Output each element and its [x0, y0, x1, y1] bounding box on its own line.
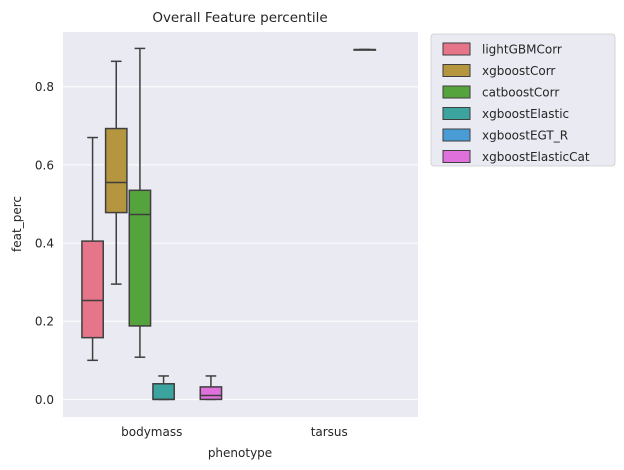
legend-label: catboostCorr [482, 86, 559, 100]
y-axis-label: feat_perc [10, 196, 24, 252]
y-tick-label: 0.6 [35, 158, 54, 172]
legend-swatch [442, 85, 471, 99]
legend-swatch [442, 42, 471, 56]
box-body [128, 189, 152, 327]
legend: lightGBMCorr xgboostCorr catboostCorr xgboo… [430, 33, 616, 167]
box-body [152, 383, 175, 401]
legend-label: xgboostEGT_R [482, 129, 568, 143]
boxes [81, 47, 377, 401]
box-lightGBMCorr [81, 136, 104, 362]
legend-label: xgboostElastic [482, 107, 569, 121]
box-body [199, 386, 223, 401]
x-tick-label: bodymass [121, 425, 182, 439]
box-xgboostCorr [104, 60, 128, 285]
plot-area [63, 32, 418, 417]
legend-swatch [442, 64, 471, 77]
legend-swatch [442, 107, 471, 120]
box-xgboostElastic [152, 375, 175, 401]
legend-swatch [442, 150, 471, 163]
box-body [104, 127, 128, 214]
box-catboostCorr [128, 47, 152, 358]
legend-swatch [442, 128, 471, 142]
box-xgboostElasticCat [199, 375, 223, 401]
y-ticks: 0.0 0.2 0.4 0.6 0.8 [35, 80, 54, 407]
legend-label: xgboostCorr [482, 64, 555, 78]
x-ticks: bodymass tarsus [121, 425, 348, 439]
legend-frame [430, 33, 616, 167]
legend-label: lightGBMCorr [482, 43, 562, 57]
box-xgboostEGT_R [353, 48, 377, 51]
x-axis-label: phenotype [208, 446, 272, 460]
y-tick-label: 0.2 [35, 315, 54, 329]
x-tick-label: tarsus [311, 425, 348, 439]
y-tick-label: 0.0 [35, 393, 54, 407]
y-tick-label: 0.4 [35, 237, 54, 251]
box-body [81, 240, 104, 339]
chart-title: Overall Feature percentile [152, 10, 327, 26]
legend-label: xgboostElasticCat [482, 150, 590, 164]
y-tick-label: 0.8 [35, 80, 54, 94]
